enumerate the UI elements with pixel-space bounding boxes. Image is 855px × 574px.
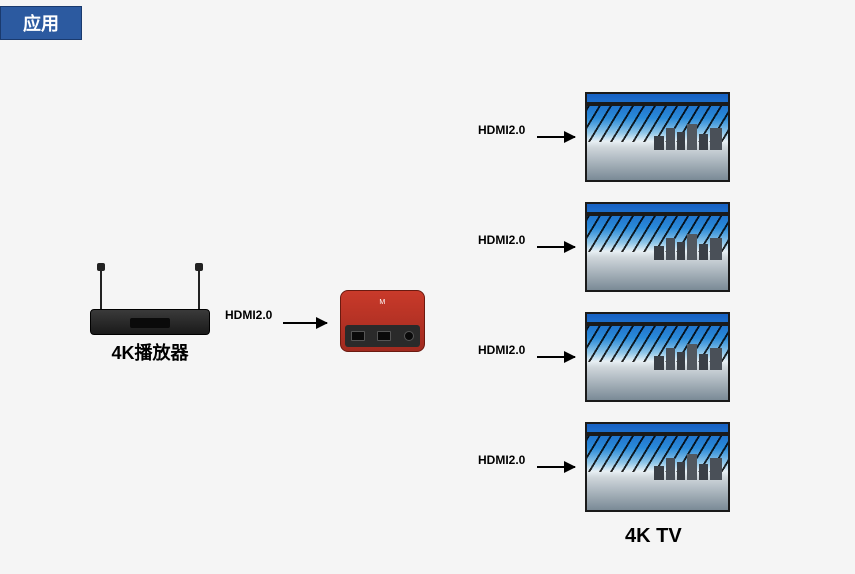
output-arrow-icon	[537, 356, 575, 358]
output-arrow-icon	[537, 466, 575, 468]
output-connection-label: HDMI2.0	[478, 453, 525, 467]
hdmi-port-icon	[377, 331, 391, 341]
tv-display	[585, 202, 730, 292]
output-connection-label: HDMI2.0	[478, 233, 525, 247]
output-connection-label: HDMI2.0	[478, 123, 525, 137]
player-box-icon	[90, 309, 210, 335]
connection-diagram: 4K播放器 HDMI2.0 M HDMI2.0 HDMI2.0 HDMI2.0 HDM…	[0, 60, 855, 565]
output-connection-label: HDMI2.0	[478, 343, 525, 357]
antenna-right-icon	[198, 267, 200, 315]
input-arrow-icon	[283, 322, 327, 324]
output-arrow-icon	[537, 246, 575, 248]
player-label: 4K播放器	[80, 339, 220, 365]
tv-group-label: 4K TV	[625, 525, 682, 548]
splitter-brand-label: M	[341, 299, 424, 306]
hdmi-splitter-device: M	[340, 290, 425, 352]
input-connection-label: HDMI2.0	[225, 308, 272, 322]
tv-display	[585, 312, 730, 402]
source-4k-player: 4K播放器	[80, 265, 220, 365]
output-arrow-icon	[537, 136, 575, 138]
antenna-left-icon	[100, 267, 102, 315]
tv-display	[585, 92, 730, 182]
hdmi-port-icon	[351, 331, 365, 341]
splitter-front-panel	[345, 325, 420, 347]
section-title: 应用	[0, 6, 82, 40]
power-port-icon	[404, 331, 414, 341]
player-device-graphic	[80, 265, 220, 335]
tv-display	[585, 422, 730, 512]
